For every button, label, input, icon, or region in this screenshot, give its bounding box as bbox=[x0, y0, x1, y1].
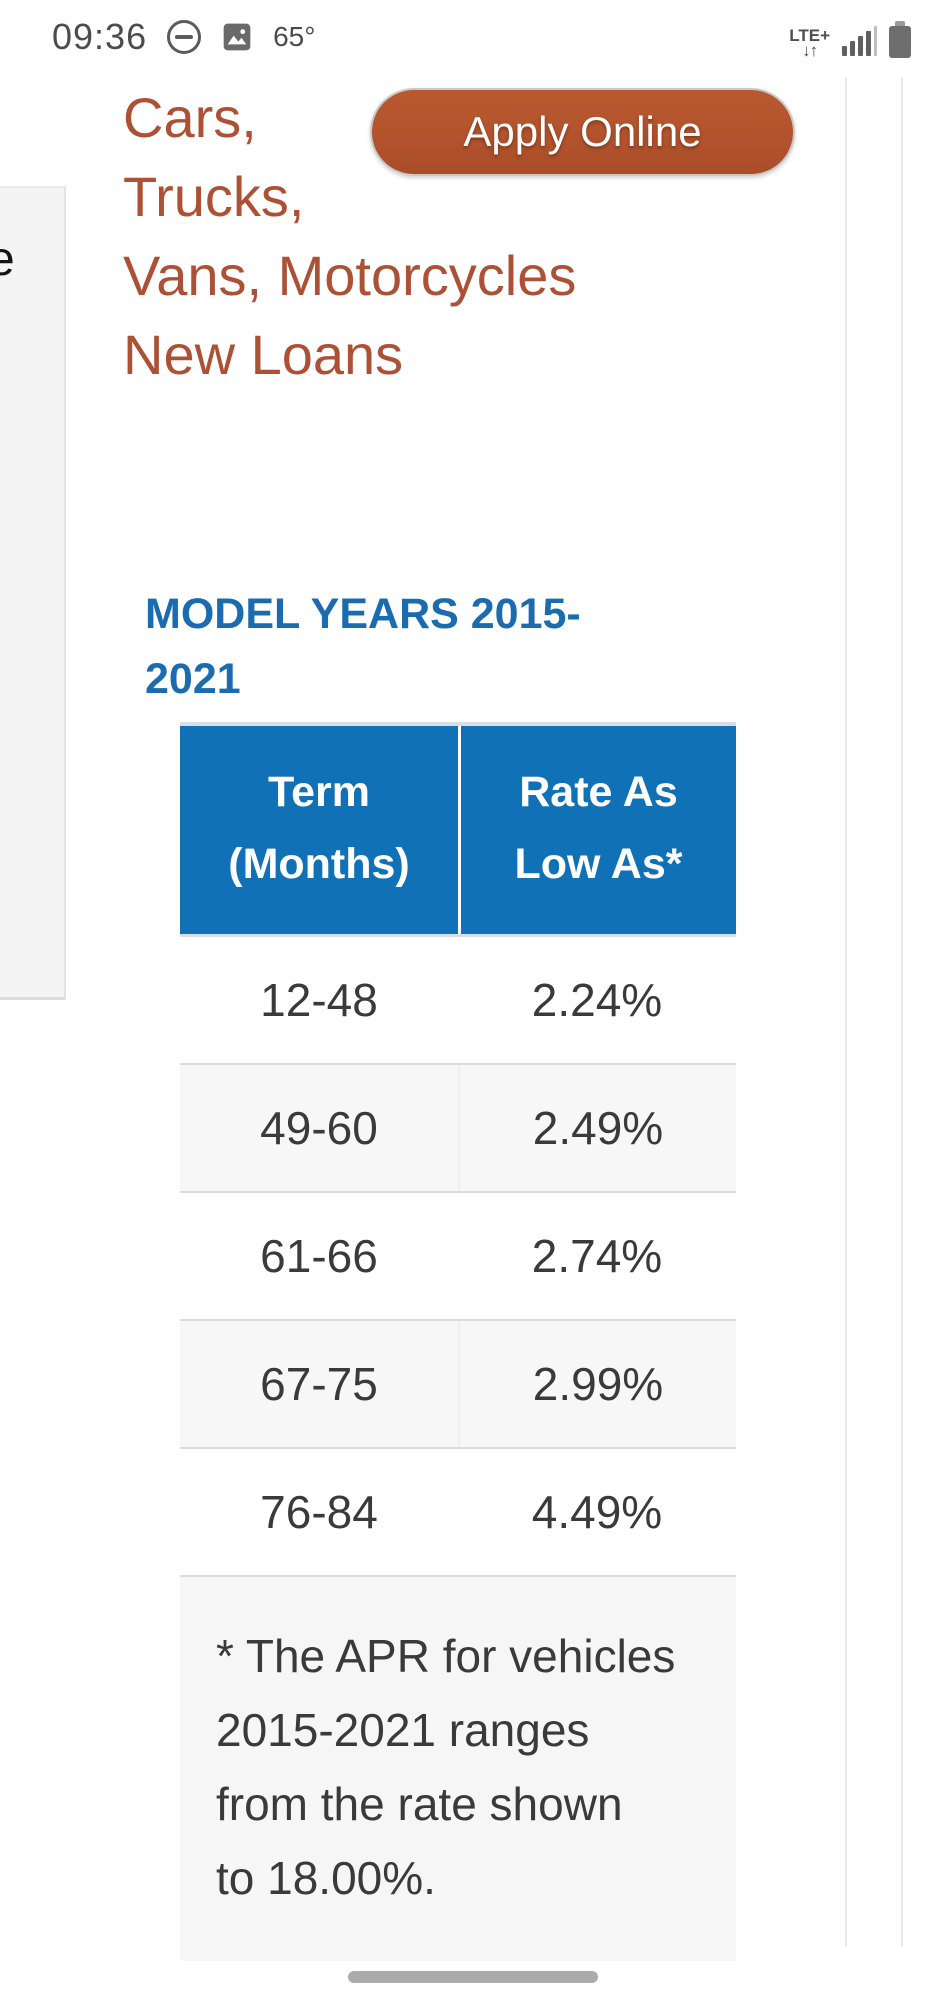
term-cell: 49-60 bbox=[260, 1102, 378, 1154]
term-cell: 67-75 bbox=[260, 1358, 378, 1410]
rate-cell: 4.49% bbox=[531, 1486, 663, 1538]
signal-strength-icon bbox=[842, 25, 877, 58]
table-row: 49-60 2.49% bbox=[180, 1065, 736, 1193]
home-indicator[interactable] bbox=[348, 1971, 598, 1983]
rate-footnote-line-1: * The APR for vehicles bbox=[216, 1630, 676, 1682]
rate-cell: 2.99% bbox=[458, 1321, 736, 1447]
column-header-rate-line-1: Rate As bbox=[519, 768, 678, 816]
column-header-rate: Rate As Low As* bbox=[458, 726, 736, 934]
term-cell: 12-48 bbox=[260, 974, 378, 1026]
clipped-text-fragment: e bbox=[0, 232, 15, 287]
network-label: LTE+ bbox=[789, 25, 830, 45]
page-edge-hairline-left bbox=[845, 78, 847, 1946]
rate-footnote-line-3: from the rate shown bbox=[216, 1778, 623, 1830]
battery-body bbox=[889, 25, 911, 58]
rates-table-header-row: Term (Months) Rate As Low As* bbox=[180, 722, 736, 937]
image-notification-icon bbox=[223, 23, 251, 51]
status-time: 09:36 bbox=[52, 16, 148, 57]
apply-online-button[interactable]: Apply Online bbox=[370, 88, 795, 176]
status-bar-left: 09:36 65° bbox=[52, 16, 315, 58]
status-temperature: 65° bbox=[273, 21, 316, 52]
rate-cell: 2.24% bbox=[531, 974, 663, 1026]
network-arrows-icon: ↓↑ bbox=[802, 40, 818, 60]
page-title-line-1: Cars, bbox=[123, 86, 257, 149]
section-heading: MODEL YEARS 2015- 2021 bbox=[145, 582, 581, 712]
left-edge-clipped-panel: e bbox=[0, 186, 66, 1000]
rate-footnote-line-4: to 18.00%. bbox=[216, 1852, 436, 1904]
page-title-line-3: Vans, Motorcycles bbox=[123, 244, 577, 307]
status-bar: 09:36 65° LTE+ ↓↑ bbox=[0, 0, 947, 64]
page-title-line-2: Trucks, bbox=[123, 165, 305, 228]
network-type-indicator: LTE+ ↓↑ bbox=[789, 25, 830, 60]
rate-cell: 2.49% bbox=[458, 1065, 736, 1191]
table-row: 12-48 2.24% bbox=[180, 937, 736, 1065]
rates-table: Term (Months) Rate As Low As* 12-48 2.24… bbox=[180, 722, 736, 1961]
section-heading-line-2: 2021 bbox=[145, 655, 241, 703]
column-header-rate-line-2: Low As* bbox=[514, 840, 683, 888]
page-title: Cars, Trucks, Vans, Motorcycles New Loan… bbox=[123, 78, 576, 394]
column-header-term-line-1: Term bbox=[268, 768, 370, 816]
term-cell: 76-84 bbox=[260, 1486, 378, 1538]
page-title-line-4: New Loans bbox=[123, 323, 404, 386]
battery-nub bbox=[895, 20, 905, 26]
status-bar-right: LTE+ ↓↑ bbox=[789, 17, 911, 60]
table-row: 67-75 2.99% bbox=[180, 1321, 736, 1449]
do-not-disturb-icon bbox=[167, 20, 202, 54]
page-edge-hairline-right bbox=[901, 78, 903, 1946]
do-not-disturb-bar bbox=[175, 35, 194, 39]
rate-footnote: * The APR for vehicles 2015-2021 ranges … bbox=[180, 1577, 736, 1961]
section-heading-line-1: MODEL YEARS 2015- bbox=[145, 590, 581, 638]
table-row: 76-84 4.49% bbox=[180, 1449, 736, 1577]
term-cell: 61-66 bbox=[260, 1230, 378, 1282]
table-row: 61-66 2.74% bbox=[180, 1193, 736, 1321]
column-header-term-line-2: (Months) bbox=[228, 840, 410, 888]
rate-cell: 2.74% bbox=[531, 1230, 663, 1282]
rate-footnote-line-2: 2015-2021 ranges bbox=[216, 1704, 590, 1756]
battery-icon bbox=[889, 17, 911, 58]
column-header-term: Term (Months) bbox=[180, 726, 458, 934]
